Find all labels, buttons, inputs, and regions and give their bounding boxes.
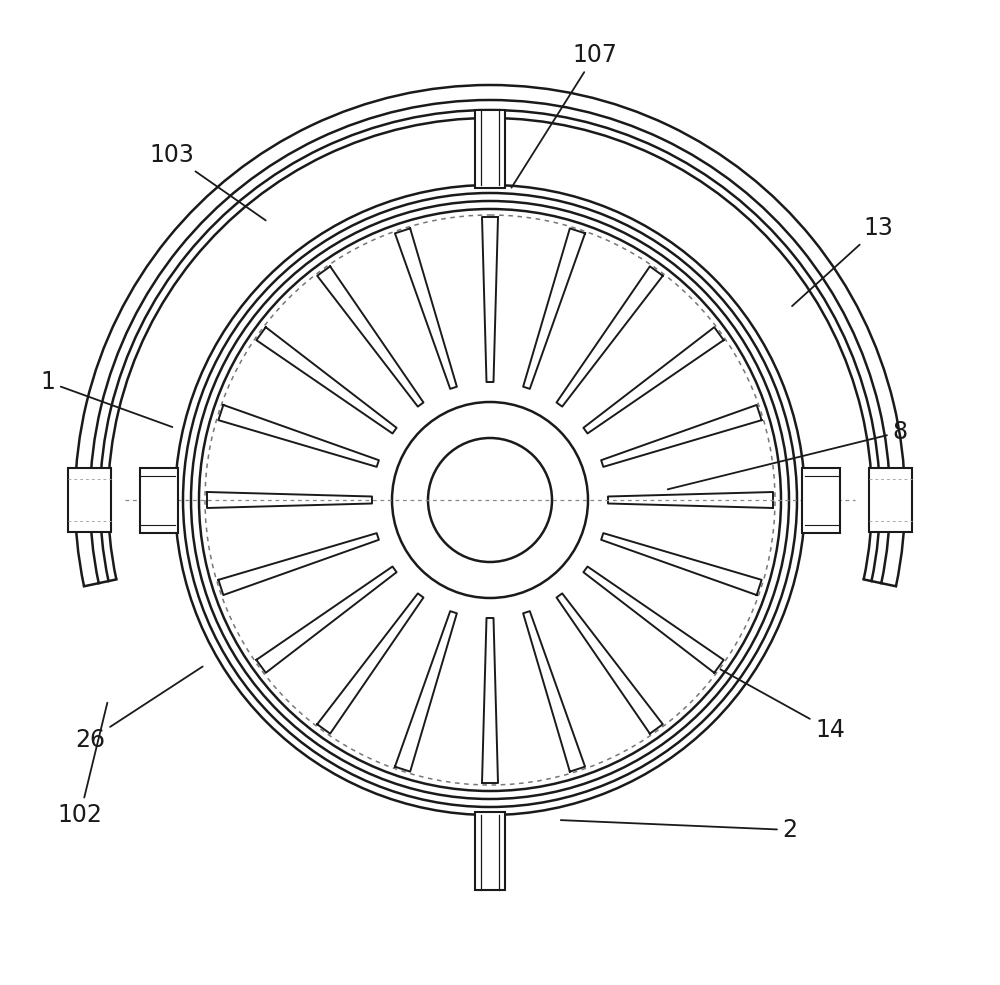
Text: 2: 2	[561, 818, 798, 842]
Bar	[140, 468, 178, 533]
Text: 1: 1	[41, 370, 172, 427]
Bar	[869, 468, 912, 532]
Bar	[68, 468, 111, 532]
Text: 13: 13	[792, 216, 893, 306]
Bar	[475, 110, 505, 188]
Bar	[802, 468, 840, 533]
Text: 103: 103	[150, 143, 266, 221]
Text: 102: 102	[58, 702, 107, 827]
Bar	[475, 812, 505, 890]
Text: 107: 107	[511, 43, 617, 188]
Text: 26: 26	[75, 667, 203, 752]
Text: 14: 14	[720, 670, 845, 742]
Text: 8: 8	[668, 420, 908, 490]
